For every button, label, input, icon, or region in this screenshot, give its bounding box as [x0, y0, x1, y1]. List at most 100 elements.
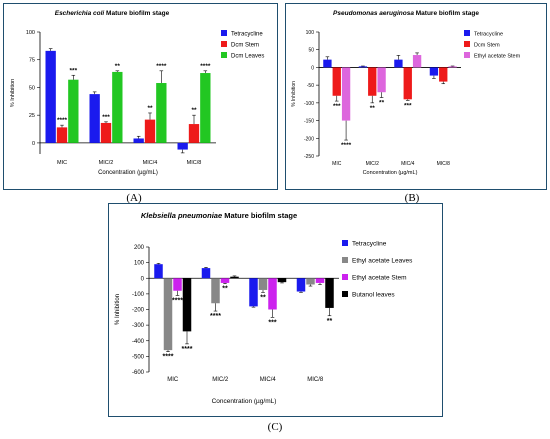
- legend-swatch: [464, 41, 470, 47]
- bar: [100, 122, 112, 143]
- bar: [358, 66, 368, 68]
- bar: [45, 50, 56, 143]
- bar: [341, 67, 351, 121]
- significance-label: ****: [200, 63, 211, 70]
- chart-title: Klebsiella pneumoniae Mature biofilm sta…: [141, 211, 297, 220]
- bar: [368, 67, 377, 96]
- x-tick-label: MIC/4: [260, 377, 277, 383]
- significance-label: **: [147, 105, 153, 112]
- y-tick-label: -250: [304, 154, 314, 160]
- x-axis-label: Concentration (µg/mL): [363, 170, 418, 176]
- y-tick-label: 100: [134, 261, 145, 267]
- significance-label: ***: [333, 103, 341, 110]
- y-tick-label: -100: [304, 101, 314, 107]
- bar: [315, 278, 325, 283]
- x-tick-label: MIC: [332, 161, 342, 167]
- legend-entry: Tetracycline: [352, 241, 387, 248]
- bar: [112, 71, 123, 143]
- significance-label: ***: [268, 319, 276, 326]
- bar: [325, 278, 334, 308]
- significance-label: **: [327, 318, 333, 325]
- bar: [182, 278, 192, 332]
- y-tick-label: -400: [132, 339, 145, 345]
- x-tick-label: MIC/2: [366, 161, 380, 167]
- significance-label: ****: [341, 142, 352, 149]
- bar: [56, 127, 68, 143]
- chart-title: Pseudomonas aeruginosa Mature biofilm st…: [333, 10, 479, 17]
- x-tick-label: MIC: [167, 377, 179, 383]
- bar: [296, 278, 306, 292]
- bar: [173, 278, 182, 291]
- chart-title-species: Pseudomonas aeruginosa: [333, 10, 414, 17]
- legend-entry: Ethyl acetate Stem: [352, 275, 407, 282]
- y-tick-label: 75: [29, 58, 35, 64]
- bar: [377, 67, 386, 93]
- y-tick-label: 0: [141, 276, 145, 282]
- bar: [448, 66, 457, 68]
- bar: [211, 278, 220, 304]
- bar: [249, 278, 258, 307]
- chart-title-suffix: Mature biofilm stage: [414, 10, 479, 17]
- bar: [306, 278, 315, 285]
- bar: [323, 59, 332, 68]
- bar: [177, 142, 188, 150]
- legend-swatch: [221, 52, 227, 58]
- panel-letter-b: (B): [404, 192, 420, 204]
- bar: [188, 124, 200, 143]
- bar: [154, 264, 163, 279]
- bar: [68, 79, 79, 143]
- legend-swatch: [464, 52, 470, 58]
- y-tick-label: -300: [132, 323, 145, 329]
- y-tick-label: -200: [132, 308, 145, 314]
- bar: [220, 278, 230, 283]
- chart-b-svg: Pseudomonas aeruginosa Mature biofilm st…: [291, 10, 521, 176]
- bar: [201, 268, 211, 279]
- bar: [258, 278, 268, 290]
- y-tick-label: 50: [308, 48, 314, 54]
- y-tick-label: 200: [134, 245, 145, 251]
- y-tick-label: -50: [307, 83, 314, 89]
- significance-label: **: [191, 107, 197, 114]
- y-tick-label: -600: [132, 370, 145, 376]
- legend-entry: Tetracycline: [474, 32, 503, 38]
- significance-label: ***: [404, 102, 412, 109]
- legend-swatch: [221, 30, 227, 36]
- x-tick-label: MIC/8: [307, 377, 324, 383]
- significance-label: ****: [210, 313, 221, 320]
- legend-entry: Dcm Stem: [474, 43, 500, 49]
- panel-letter-c: (C): [267, 421, 283, 433]
- x-axis-label: Concentration (µg/mL): [98, 170, 158, 176]
- legend-entry: Tetracycline: [231, 32, 263, 38]
- x-tick-label: MIC/8: [187, 160, 202, 166]
- legend-swatch: [342, 257, 348, 263]
- legend-swatch: [342, 291, 348, 297]
- bar: [277, 278, 287, 283]
- bar: [156, 83, 167, 143]
- bar: [230, 276, 239, 279]
- legend-swatch: [221, 41, 227, 47]
- significance-label: ****: [156, 63, 167, 70]
- bar: [429, 67, 439, 76]
- chart-a-svg: Escherichia coli Mature biofilm stage 0 25…: [10, 10, 264, 176]
- legend-swatch: [464, 30, 470, 36]
- y-tick-label: -100: [132, 292, 145, 298]
- legend-swatch: [342, 240, 348, 246]
- chart-title-suffix: Mature biofilm stage: [104, 10, 169, 17]
- y-axis-label: % Inhibition: [115, 294, 121, 325]
- bar: [163, 278, 173, 351]
- chart-panel-klebsiella-pneumoniae: Klebsiella pneumoniae Mature biofilm sta…: [108, 203, 443, 417]
- x-axis-label: Concentration (µg/mL): [212, 398, 277, 405]
- y-tick-label: 25: [29, 113, 35, 119]
- x-tick-label: MIC/8: [437, 161, 451, 167]
- legend-entry: Butanol leaves: [352, 292, 395, 299]
- legend-entry: Ethyl acetate Stem: [474, 54, 521, 60]
- bar: [332, 67, 341, 96]
- bar: [133, 138, 144, 143]
- significance-label: **: [379, 100, 385, 107]
- significance-label: ****: [163, 354, 174, 361]
- significance-label: ***: [70, 67, 78, 74]
- significance-label: ****: [172, 297, 183, 304]
- y-tick-label: -500: [132, 354, 145, 360]
- significance-label: **: [222, 286, 228, 293]
- y-tick-label: 50: [29, 85, 35, 91]
